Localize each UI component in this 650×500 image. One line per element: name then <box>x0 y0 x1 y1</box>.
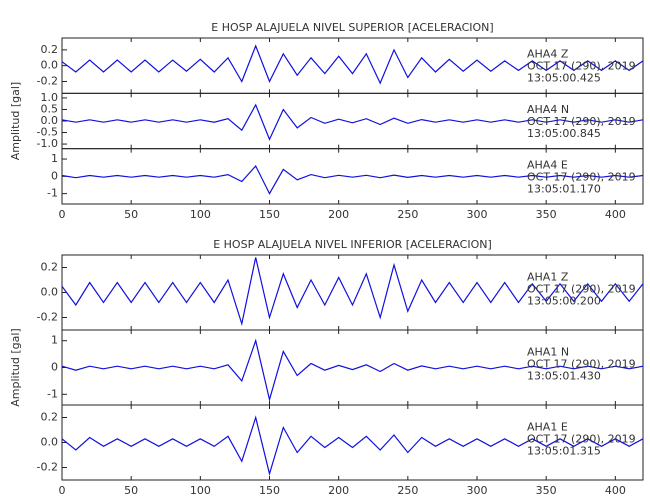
annotation: 13:05:01.315 <box>527 445 601 458</box>
x-tick-label: 50 <box>124 484 138 497</box>
x-tick-label: 350 <box>536 484 557 497</box>
x-tick-label: 350 <box>536 208 557 221</box>
y-tick-label: 1.0 <box>41 91 59 104</box>
y-tick-label: 0.2 <box>41 261 59 274</box>
x-tick-label: 400 <box>605 208 626 221</box>
x-tick-label: 100 <box>190 208 211 221</box>
annotation: 13:05:00.200 <box>527 295 601 308</box>
y-tick-label: 0.0 <box>41 59 59 72</box>
x-tick-label: 300 <box>467 208 488 221</box>
y-tick-label: -0.2 <box>37 74 58 87</box>
waveform <box>61 415 644 477</box>
annotation: OCT 17 (290), 2019 <box>527 433 636 446</box>
y-tick-label: 0 <box>51 169 58 182</box>
x-tick-label: 150 <box>259 484 280 497</box>
x-tick-label: 250 <box>397 484 418 497</box>
waveform <box>61 164 644 195</box>
y-tick-label: 0.0 <box>41 114 59 127</box>
y-tick-label: -0.5 <box>37 126 58 139</box>
y-tick-label: -1 <box>47 387 58 400</box>
annotation: OCT 17 (290), 2019 <box>527 170 636 183</box>
x-tick-label: 0 <box>59 484 66 497</box>
annotation: 13:05:00.845 <box>527 127 601 140</box>
annotation: 13:05:01.170 <box>527 182 601 195</box>
station-label: AHA1 Z <box>527 271 569 284</box>
y-tick-label: -1 <box>47 187 58 200</box>
x-tick-label: 50 <box>124 208 138 221</box>
x-tick-label: 0 <box>59 208 66 221</box>
waveform <box>61 257 644 327</box>
y-tick-label: 0.0 <box>41 286 59 299</box>
x-tick-label: 250 <box>397 208 418 221</box>
y-axis-label: Amplitud [gal] <box>9 328 22 406</box>
waveform <box>61 338 644 402</box>
y-tick-label: 1 <box>51 334 58 347</box>
y-tick-label: 0.2 <box>41 411 59 424</box>
y-tick-label: 0.2 <box>41 43 59 56</box>
y-tick-label: 0.0 <box>41 436 59 449</box>
x-tick-label: 300 <box>467 484 488 497</box>
chart-title: E HOSP ALAJUELA NIVEL INFERIOR [ACELERAC… <box>213 238 492 251</box>
waveform <box>61 44 644 85</box>
x-tick-label: 400 <box>605 484 626 497</box>
annotation: OCT 17 (290), 2019 <box>527 283 636 296</box>
x-tick-label: 150 <box>259 208 280 221</box>
x-tick-label: 200 <box>328 484 349 497</box>
y-axis-label: Amplitud [gal] <box>9 82 22 160</box>
annotation: OCT 17 (290), 2019 <box>527 115 636 128</box>
x-tick-label: 100 <box>190 484 211 497</box>
chart-title: E HOSP ALAJUELA NIVEL SUPERIOR [ACELERAC… <box>211 21 493 34</box>
y-tick-label: 1 <box>51 152 58 165</box>
y-tick-label: 0.5 <box>41 102 59 115</box>
y-tick-label: -0.2 <box>37 311 58 324</box>
y-tick-label: -0.2 <box>37 461 58 474</box>
y-tick-label: 0 <box>51 361 58 374</box>
annotation: OCT 17 (290), 2019 <box>527 60 636 73</box>
annotation: OCT 17 (290), 2019 <box>527 358 636 371</box>
station-label: AHA1 E <box>527 421 568 434</box>
station-label: AHA1 N <box>527 346 569 359</box>
y-tick-label: -1.0 <box>37 137 58 150</box>
annotation: 13:05:00.425 <box>527 72 601 85</box>
station-label: AHA4 N <box>527 103 569 116</box>
waveform <box>61 103 644 141</box>
station-label: AHA4 E <box>527 158 568 171</box>
annotation: 13:05:01.430 <box>527 370 601 383</box>
station-label: AHA4 Z <box>527 48 569 61</box>
x-tick-label: 200 <box>328 208 349 221</box>
